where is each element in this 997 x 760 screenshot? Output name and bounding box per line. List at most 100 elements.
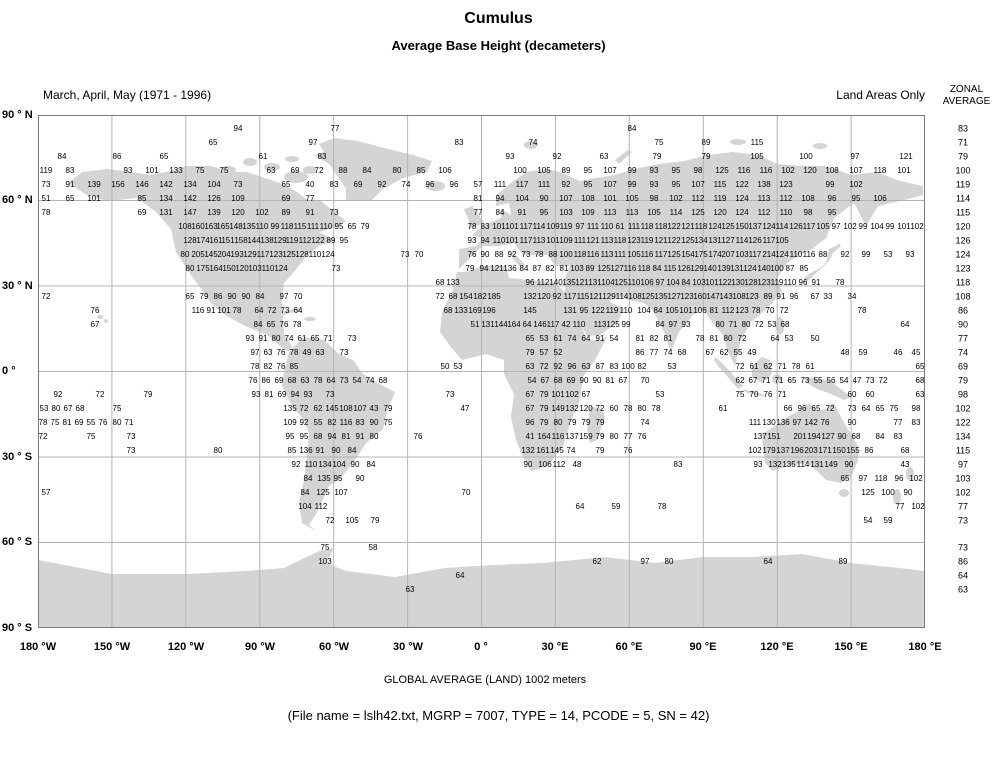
grid-value: 125	[597, 264, 611, 273]
grid-value: 107	[849, 166, 863, 175]
grid-value: 78	[534, 250, 544, 259]
grid-value: 75	[195, 166, 205, 175]
grid-value: 126	[789, 222, 803, 231]
zonal-average-header-line2: AVERAGE	[942, 96, 991, 107]
grid-value: 96	[789, 292, 799, 301]
grid-value: 92	[53, 390, 63, 399]
grid-value: 163	[204, 222, 218, 231]
lat-axis-label: 30 ° N	[2, 280, 33, 292]
grid-value: 114	[796, 460, 810, 469]
grid-value: 78	[292, 320, 302, 329]
grid-value: 92	[840, 250, 850, 259]
grid-value: 94	[480, 236, 490, 245]
grid-value: 95	[579, 306, 589, 315]
grid-value: 80	[715, 320, 725, 329]
grid-value: 73	[339, 348, 349, 357]
grid-value: 82	[637, 362, 647, 371]
zonal-average-value: 103	[955, 473, 971, 484]
grid-value: 84	[255, 292, 265, 301]
grid-value: 123	[745, 292, 759, 301]
grid-value: 111	[306, 222, 320, 231]
grid-value: 117	[654, 250, 668, 259]
grid-value: 63	[263, 348, 273, 357]
island-uk	[464, 206, 484, 229]
grid-value: 137	[776, 446, 790, 455]
grid-value: 77	[473, 208, 483, 217]
grid-value: 79	[525, 348, 535, 357]
grid-value: 98	[649, 194, 659, 203]
grid-value: 119	[770, 278, 784, 287]
grid-value: 90	[844, 460, 854, 469]
grid-value: 131	[810, 460, 824, 469]
grid-value: 125	[282, 250, 296, 259]
grid-value: 78	[857, 306, 867, 315]
grid-value: 85	[287, 446, 297, 455]
grid-value: 123	[680, 292, 694, 301]
grid-value: 107	[603, 180, 617, 189]
grid-value: 97	[279, 292, 289, 301]
grid-value: 104	[515, 194, 529, 203]
grid-value: 64	[254, 306, 264, 315]
grid-value: 67	[63, 404, 73, 413]
grid-value: 196	[790, 446, 804, 455]
grid-value: 49	[302, 348, 312, 357]
figure-subtitle: Average Base Height (decameters)	[391, 38, 606, 53]
grid-value: 101	[897, 222, 911, 231]
grid-value: 156	[111, 180, 125, 189]
grid-value: 64	[861, 404, 871, 413]
grid-value: 113	[757, 194, 771, 203]
grid-value: 71	[728, 320, 738, 329]
lon-axis-label: 150 °E	[834, 641, 868, 653]
grid-value: 78	[651, 404, 661, 413]
grid-value: 100	[621, 362, 635, 371]
grid-value: 118	[694, 222, 708, 231]
grid-value: 110	[255, 222, 269, 231]
grid-value: 109	[546, 222, 560, 231]
grid-value: 97	[850, 152, 860, 161]
island-iceland	[425, 181, 445, 191]
grid-value: 50	[440, 362, 450, 371]
grid-value: 55	[86, 418, 96, 427]
grid-value: 79	[701, 152, 711, 161]
grid-value: 124	[743, 264, 757, 273]
grid-value: 84	[300, 488, 310, 497]
lon-axis-label: 120 °E	[760, 641, 794, 653]
grid-value: 124	[762, 222, 776, 231]
grid-value: 124	[735, 208, 749, 217]
grid-value: 81	[709, 306, 719, 315]
grid-value: 91	[355, 432, 365, 441]
lat-axis-label: 60 ° S	[2, 536, 33, 548]
grid-value: 77	[649, 348, 659, 357]
grid-value: 175	[694, 250, 708, 259]
grid-value: 111	[586, 222, 600, 231]
grid-value: 90	[539, 194, 549, 203]
grid-value: 93	[245, 334, 255, 343]
grid-value: 77	[330, 124, 340, 133]
grid-value: 73	[800, 376, 810, 385]
zonal-average-value: 126	[955, 235, 971, 246]
grid-value: 60	[865, 390, 875, 399]
grid-value: 101	[705, 278, 719, 287]
zonal-average-value: 114	[955, 193, 971, 204]
grid-value: 90	[369, 418, 379, 427]
grid-value: 100	[513, 166, 527, 175]
grid-value: 104	[870, 222, 884, 231]
grid-value: 95	[671, 166, 681, 175]
grid-value: 72	[299, 404, 309, 413]
grid-value: 78	[250, 362, 260, 371]
grid-value: 85	[289, 362, 299, 371]
island-new-guinea	[804, 377, 851, 400]
grid-value: 91	[305, 208, 315, 217]
zonal-average-value: 102	[955, 403, 971, 414]
grid-value: 84	[303, 474, 313, 483]
grid-value: 138	[260, 236, 274, 245]
grid-value: 135	[782, 460, 796, 469]
island-tasmania	[839, 489, 849, 497]
grid-value: 116	[551, 432, 565, 441]
grid-value: 121	[681, 222, 695, 231]
grid-value: 126	[207, 194, 221, 203]
grid-value: 94	[495, 194, 505, 203]
grid-value: 79	[595, 432, 605, 441]
grid-value: 125	[715, 166, 729, 175]
grid-value: 130	[731, 278, 745, 287]
